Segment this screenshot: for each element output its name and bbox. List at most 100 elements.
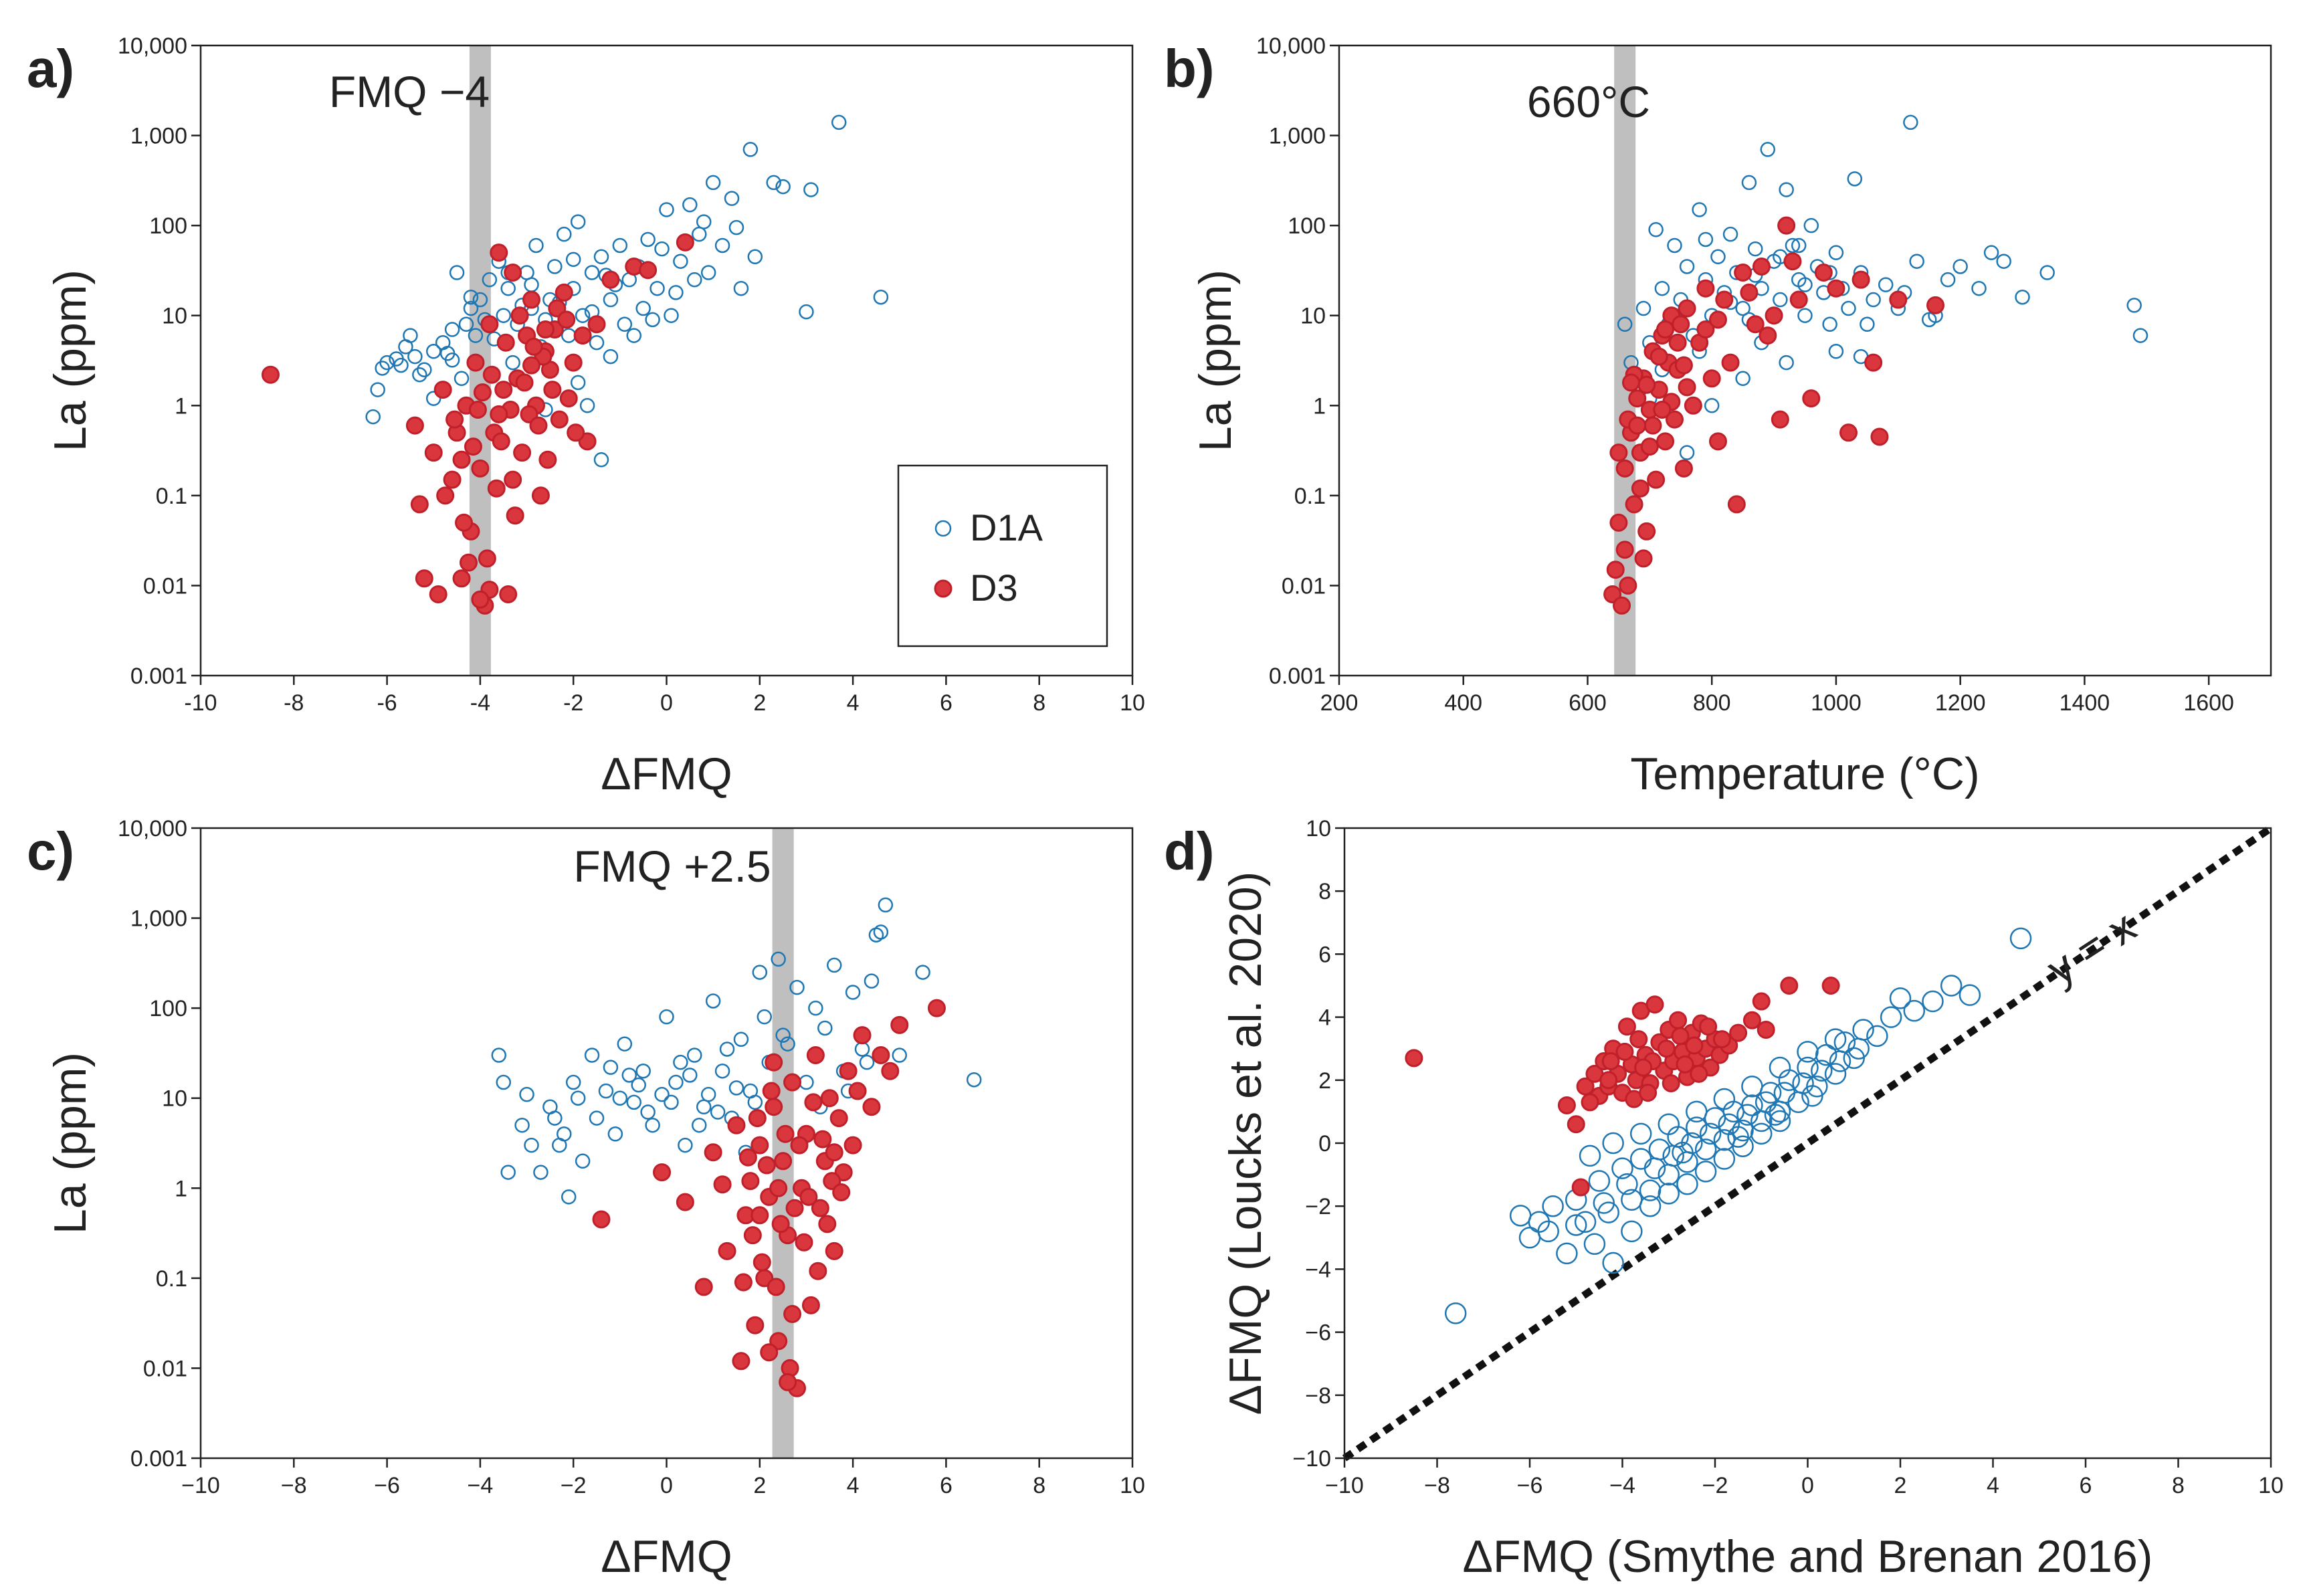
y-tick-label: 0.01 [1282, 573, 1326, 599]
data-point [1686, 1116, 1708, 1138]
x-tick-label: 0 [660, 1473, 673, 1498]
data-point [1676, 1173, 1698, 1195]
data-point [728, 1080, 744, 1096]
data-point [714, 237, 730, 254]
y-axis-label: ΔFMQ (Loucks et al. 2020) [1220, 872, 1271, 1415]
data-point [1567, 1115, 1585, 1134]
data-point [1645, 995, 1664, 1014]
x-tick-label: 2 [753, 1473, 766, 1498]
data-point [496, 333, 515, 352]
data-point [803, 182, 819, 197]
data-point [1783, 252, 1802, 271]
data-point [654, 241, 670, 257]
y-tick-label: 0.1 [1294, 484, 1326, 509]
x-tick-label: 10 [1120, 690, 1145, 716]
panel-letter: c) [27, 821, 74, 881]
data-point [536, 320, 555, 339]
band-label: 660°C [1527, 77, 1650, 126]
data-point [1621, 1220, 1643, 1243]
x-tick-label: -2 [563, 690, 583, 716]
y-axis-label: La (ppm) [45, 270, 96, 452]
y-tick-label: −4 [1305, 1257, 1331, 1282]
data-point [1734, 264, 1753, 282]
data-point [673, 1054, 688, 1070]
legend-marker-d3 [934, 579, 953, 598]
data-point [915, 965, 930, 980]
data-point [1713, 1088, 1736, 1110]
data-point [732, 1352, 750, 1371]
data-point [1771, 410, 1789, 429]
data-point [727, 1116, 746, 1134]
data-point [710, 1104, 726, 1120]
x-tick-label: 1000 [1811, 690, 1862, 716]
data-point [626, 1094, 641, 1110]
data-point [1909, 254, 1924, 269]
data-point [1694, 1161, 1717, 1183]
data-point [1405, 1049, 1423, 1068]
y-tick-label: 0.01 [143, 1356, 187, 1381]
data-point [775, 1027, 791, 1043]
data-point [601, 270, 620, 289]
x-tick-label: -10 [184, 690, 217, 716]
panel-letter: a) [27, 39, 74, 98]
data-point [801, 1296, 820, 1314]
data-point [1692, 202, 1707, 217]
data-point [890, 1015, 909, 1034]
data-point [617, 1036, 633, 1052]
data-point [1880, 1006, 1902, 1028]
data-point [631, 1077, 646, 1093]
data-point [664, 308, 679, 323]
data-point [1699, 1122, 1722, 1145]
reference-line [1342, 825, 2274, 1462]
data-point [417, 362, 432, 377]
data-point [760, 1343, 779, 1362]
x-tick-label: −6 [374, 1473, 400, 1498]
data-point [728, 219, 744, 235]
data-point [499, 585, 518, 603]
data-point [1667, 237, 1682, 254]
data-point [1579, 1144, 1601, 1167]
y-tick-label: 4 [1318, 1005, 1331, 1031]
data-point [714, 1063, 730, 1079]
data-point [466, 353, 485, 372]
data-point [687, 272, 702, 288]
data-point [757, 1009, 773, 1025]
data-point [1926, 296, 1945, 314]
x-tick-label: 6 [2080, 1473, 2092, 1498]
data-point [510, 306, 529, 325]
data-point [533, 1165, 548, 1180]
x-tick-label: -6 [377, 690, 397, 716]
data-point [892, 1048, 907, 1063]
data-point [496, 308, 511, 323]
data-point [1828, 245, 1844, 260]
y-tick-label: 0.001 [130, 664, 187, 689]
y-tick-label: −6 [1305, 1320, 1331, 1346]
data-point [1694, 1138, 1717, 1161]
data-point [676, 1193, 694, 1211]
data-point [1747, 241, 1763, 257]
data-point [459, 553, 478, 572]
data-point [1698, 231, 1714, 247]
data-point [799, 304, 814, 320]
data-point [1602, 1252, 1624, 1274]
data-point [1617, 1017, 1636, 1036]
data-point [1444, 1302, 1467, 1324]
data-point [1847, 1037, 1870, 1060]
data-point [1634, 1058, 1653, 1077]
data-point [1760, 142, 1776, 157]
data-point [1676, 1055, 1694, 1074]
data-point [700, 265, 716, 280]
data-point [1625, 495, 1643, 514]
data-point [645, 312, 660, 328]
data-point [746, 1316, 765, 1334]
data-point [603, 292, 619, 308]
data-point [547, 259, 563, 274]
data-point [2015, 289, 2030, 305]
y-tick-label: 0.001 [130, 1446, 187, 1472]
data-point [589, 1110, 605, 1126]
data-point [1679, 445, 1695, 460]
data-point [848, 1082, 867, 1100]
data-point [1971, 280, 1987, 296]
data-point [799, 1187, 818, 1206]
data-point [1593, 1192, 1615, 1214]
